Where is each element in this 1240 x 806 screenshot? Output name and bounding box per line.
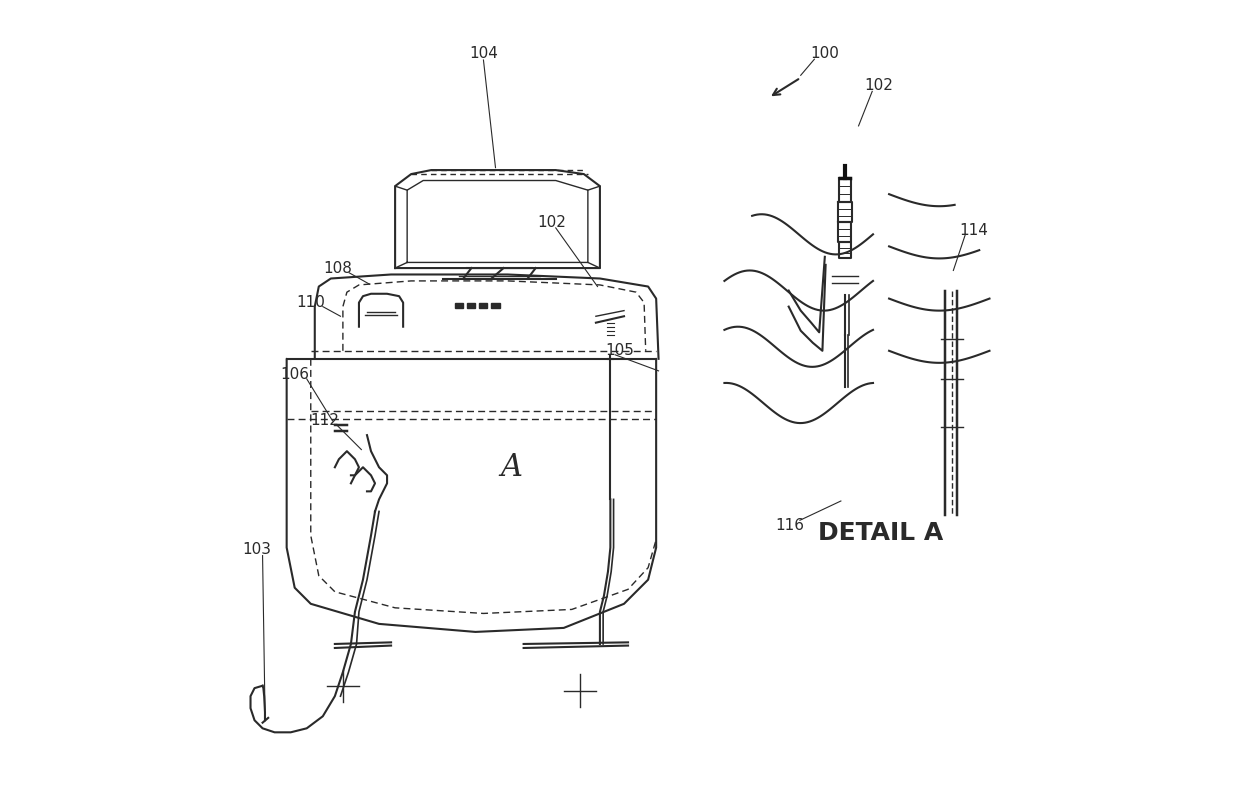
Bar [467,303,475,308]
Bar [491,303,500,308]
Text: A: A [501,451,522,483]
Bar [480,303,487,308]
Text: 106: 106 [280,368,309,382]
Text: 102: 102 [864,78,893,93]
Text: 103: 103 [243,542,272,557]
Text: 100: 100 [811,46,839,61]
Bar [335,424,350,434]
Bar [827,264,863,294]
Bar [455,303,464,308]
Text: 110: 110 [296,295,325,310]
Text: 116: 116 [776,517,805,533]
Text: DETAIL A: DETAIL A [818,521,944,545]
Text: 108: 108 [322,260,352,276]
Text: 105: 105 [605,343,635,359]
Text: 114: 114 [959,222,988,238]
Text: 112: 112 [310,413,339,428]
Text: 104: 104 [469,46,498,61]
Text: 102: 102 [537,214,567,230]
